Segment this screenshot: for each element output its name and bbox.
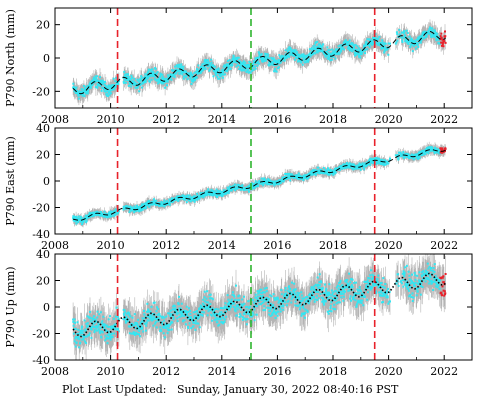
up-ytick-label-0: 0 [43, 301, 50, 314]
east-recent-points [439, 147, 447, 154]
up-xtick-label-2016: 2016 [263, 365, 291, 378]
north-trend-line [72, 31, 446, 95]
north-xtick-label-2016: 2016 [263, 113, 291, 126]
north-recent-points [439, 30, 447, 48]
east-ytick-label-40: 40 [36, 122, 50, 135]
east-xtick-label-2012: 2012 [152, 239, 180, 252]
north-ytick-label-0: 0 [43, 52, 50, 65]
north-error-bars [72, 19, 446, 106]
north-plot-area [72, 8, 447, 108]
panel-up: 2008 2010 2012 2014 2016 2018 2020 2022 -40 -20 0 2… [4, 248, 473, 378]
up-recent-points [439, 273, 447, 297]
north-ytick-label-20: 20 [36, 19, 50, 32]
panel-east: 2008 2010 2012 2014 2016 2018 2020 2022 -40 -20 0 2… [4, 122, 473, 252]
up-xtick-label-2008: 2008 [41, 365, 69, 378]
north-xtick-label-2012: 2012 [152, 113, 180, 126]
plot-updated-footer: Plot Last Updated: Sunday, January 30, 2… [62, 383, 398, 396]
east-xtick-label-2014: 2014 [208, 239, 236, 252]
east-data-points [72, 146, 441, 226]
up-xtick-label-2018: 2018 [319, 365, 347, 378]
north-ylabel: P790 North (mm) [4, 9, 17, 107]
east-trend-line [73, 149, 446, 221]
up-ylabel: P790 Up (mm) [4, 266, 17, 347]
east-xtick-label-2008: 2008 [41, 239, 69, 252]
north-xtick-label-2022: 2022 [430, 113, 458, 126]
east-ytick-label--40: -40 [32, 228, 50, 241]
north-xtick-label-2010: 2010 [97, 113, 125, 126]
east-ytick-label--20: -20 [32, 202, 50, 215]
up-data-points [72, 262, 441, 349]
up-xtick-label-2014: 2014 [208, 365, 236, 378]
east-ytick-label-20: 20 [36, 149, 50, 162]
panel-north: 2008 2010 2012 2014 2016 2018 2020 2022 -20 0 20 P7… [4, 7, 473, 126]
east-ylabel: P790 East (mm) [4, 136, 17, 226]
north-xtick-label-2018: 2018 [319, 113, 347, 126]
up-ytick-label--20: -20 [32, 328, 50, 341]
up-plot-area [72, 254, 447, 360]
up-xtick-label-2010: 2010 [97, 365, 125, 378]
footer-label: Plot Last Updated: [62, 383, 167, 396]
east-plot-area [72, 128, 447, 234]
up-xtick-label-2022: 2022 [430, 365, 458, 378]
up-error-bars [72, 254, 446, 360]
east-xtick-label-2010: 2010 [97, 239, 125, 252]
north-ytick-label--20: -20 [32, 85, 50, 98]
up-ytick-label--40: -40 [32, 354, 50, 367]
east-xtick-label-2016: 2016 [263, 239, 291, 252]
up-ytick-label-40: 40 [36, 248, 50, 261]
east-xtick-label-2022: 2022 [430, 239, 458, 252]
north-xtick-label-2008: 2008 [41, 113, 69, 126]
east-xtick-label-2018: 2018 [319, 239, 347, 252]
up-ytick-label-20: 20 [36, 275, 50, 288]
north-xtick-label-2014: 2014 [208, 113, 236, 126]
east-error-bars [72, 141, 446, 228]
up-xtick-label-2020: 2020 [375, 365, 403, 378]
up-xtick-label-2012: 2012 [152, 365, 180, 378]
north-xtick-label-2020: 2020 [375, 113, 403, 126]
east-xtick-label-2020: 2020 [375, 239, 403, 252]
east-ytick-label-0: 0 [43, 175, 50, 188]
footer-timestamp: Sunday, January 30, 2022 08:40:16 PST [176, 383, 399, 396]
